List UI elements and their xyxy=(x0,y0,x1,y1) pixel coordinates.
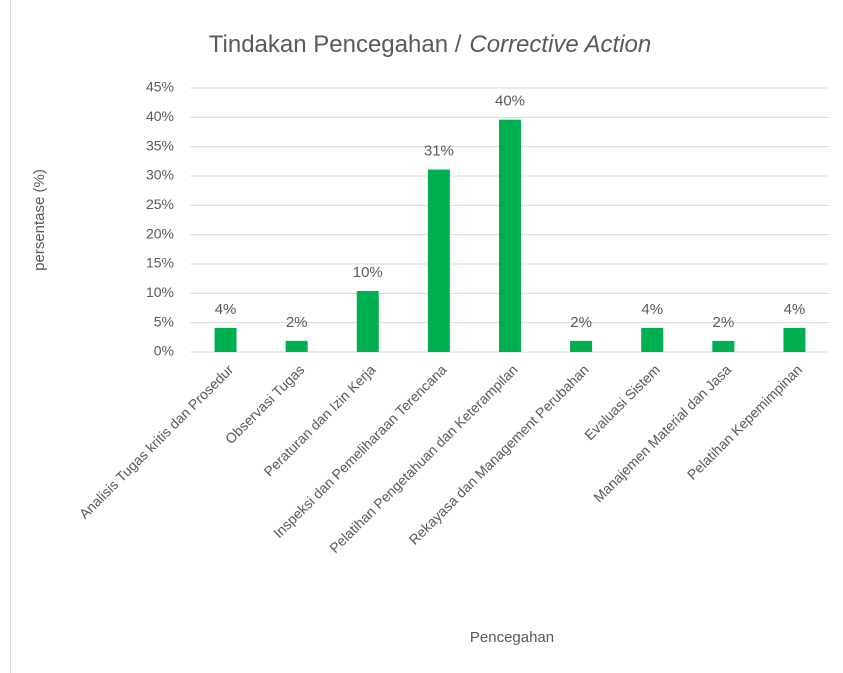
y-tick-label: 45% xyxy=(146,79,174,95)
bar xyxy=(356,290,379,352)
data-label: 40% xyxy=(495,93,525,110)
x-tick-label: Manajemen Material dan Jasa xyxy=(590,361,734,505)
chart-title: Tindakan Pencegahan / Corrective Action xyxy=(209,31,651,58)
y-tick-label: 40% xyxy=(146,108,174,124)
bar xyxy=(641,327,664,352)
data-label: 2% xyxy=(286,314,308,331)
bar xyxy=(712,340,735,352)
y-tick-label: 20% xyxy=(146,225,174,241)
data-label: 4% xyxy=(641,301,663,318)
data-label: 31% xyxy=(424,143,454,160)
bar xyxy=(285,340,308,352)
y-tick-label: 35% xyxy=(146,137,174,153)
data-label: 4% xyxy=(215,301,237,318)
y-tick-label: 5% xyxy=(154,313,174,329)
data-label: 2% xyxy=(712,314,734,331)
bar xyxy=(427,169,450,352)
x-tick-label: Pelatihan Kepemimpinan xyxy=(684,361,805,482)
title-emphasis: Corrective Action xyxy=(469,31,651,58)
y-tick-label: 0% xyxy=(154,343,174,359)
y-axis-label: persentase (%) xyxy=(31,169,48,271)
bar xyxy=(214,327,237,352)
data-label: 10% xyxy=(353,264,383,281)
data-label: 2% xyxy=(570,314,592,331)
bar xyxy=(499,119,521,353)
y-tick-label: 30% xyxy=(146,167,174,183)
x-tick-label: Evaluasi Sistem xyxy=(581,361,663,443)
bar xyxy=(783,327,806,352)
y-tick-label: 25% xyxy=(146,196,174,212)
y-tick-label: 15% xyxy=(146,255,174,271)
bar xyxy=(570,340,593,352)
data-label: 4% xyxy=(784,301,806,318)
x-tick-label: Analisis Tugas kritis dan Prosedur xyxy=(76,361,237,522)
y-tick-label: 10% xyxy=(146,284,174,300)
title-main: Tindakan Pencegahan / xyxy=(209,31,462,58)
x-axis-label: Pencegahan xyxy=(470,629,554,646)
